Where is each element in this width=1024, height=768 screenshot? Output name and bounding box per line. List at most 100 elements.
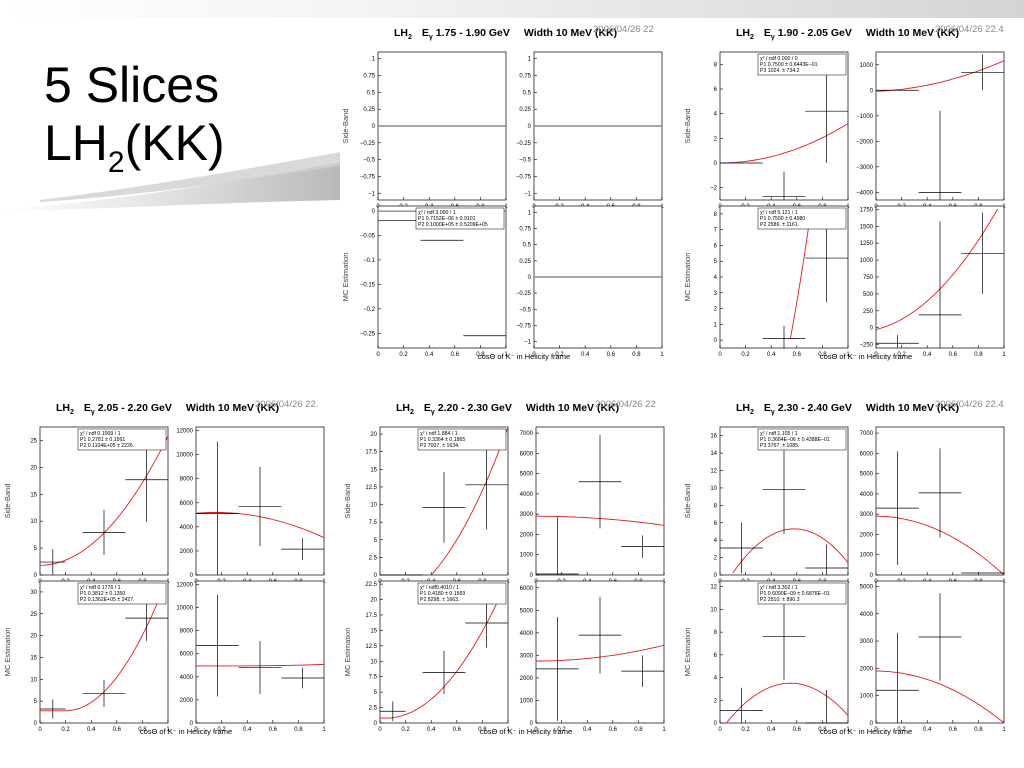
panel-svg: LH2 Eγ 2.05 - 2.20 GeV Width 10 MeV (KK)20…: [3, 399, 326, 736]
x-tick-label: 1: [846, 727, 850, 733]
stats-line: P2 2586. ± 1161.: [760, 222, 799, 228]
y-tick-label: 22.5: [365, 582, 377, 588]
panel-header: LH2 Eγ 2.30 - 2.40 GeV Width 10 MeV (KK): [736, 402, 959, 416]
x-tick-label: 0.6: [451, 352, 460, 358]
y-tick-label: −0.25: [516, 141, 532, 147]
slide-title: 5 Slices LH2(KK): [44, 56, 225, 192]
y-tick-label: 0.25: [519, 259, 531, 265]
data-point: [918, 593, 962, 681]
fit-stats-box: χ² / ndf 0.000 / 0P1 0.7500 ± 0.6443E−01…: [757, 53, 847, 76]
x-tick-label: 0.6: [113, 727, 122, 733]
y-tick-label: −0.15: [360, 282, 376, 288]
y-tick-label: 10: [370, 503, 377, 509]
y-tick-label: 10: [710, 607, 717, 613]
x-tick-label: 0.4: [583, 727, 592, 733]
panel-svg: LH2 Eγ 1.90 - 2.05 GeV Width 10 MeV (KK)20…: [683, 24, 1006, 361]
y-tick-label: 8: [714, 62, 718, 68]
y-tick-label: 6000: [180, 501, 194, 507]
header-width: Width 10 MeV (KK): [186, 402, 279, 414]
subplot-bottom-left: 0 2.5 5 7.5 10 12.5 15 17.5 20 22.5 0 0.2 0.4 0.6 0.8 1…: [343, 580, 510, 733]
panel-header: LH2 Eγ 2.20 - 2.30 GeV Width 10 MeV (KK): [396, 402, 619, 416]
data-point: [536, 617, 579, 721]
y-tick-label: 6000: [520, 586, 534, 592]
y-tick-label: 4000: [180, 525, 194, 531]
x-tick-label: 1: [506, 727, 510, 733]
stats-frame: [77, 582, 167, 605]
header-width: Width 10 MeV (KK): [524, 27, 617, 39]
y-tick-label: 0: [190, 721, 194, 727]
x-tick-label: 0.6: [949, 727, 958, 733]
header-egamma-subscript: γ: [429, 34, 433, 41]
stats-line: P2 0.1362E+05 ± 2427.: [80, 597, 135, 603]
stats-frame: [757, 53, 847, 76]
x-tick-label: 0.2: [897, 727, 906, 733]
y-tick-label: 750: [863, 275, 874, 281]
x-tick-label: 0.8: [634, 727, 643, 733]
stats-line: P2 2510. ± 890.3: [760, 597, 800, 603]
y-tick-label: 5000: [860, 472, 874, 478]
x-tick-label: 0.4: [427, 727, 436, 733]
data-point: [805, 544, 848, 575]
panel-svg: LH2 Eγ 1.75 - 1.90 GeV Width 10 MeV (KK)20…: [341, 24, 664, 361]
data-point: [82, 679, 126, 707]
y-tick-label: 4000: [860, 612, 874, 618]
x-tick-label: 0.8: [138, 727, 147, 733]
y-axis-label: Side-Band: [341, 108, 350, 143]
subplot-top-right: 02000400060008000100001200000.20.40.60.8…: [176, 426, 326, 585]
y-tick-label: −0.2: [363, 307, 376, 313]
y-tick-label: −0.75: [516, 174, 532, 180]
x-tick-label: 0.8: [632, 352, 641, 358]
header-energy-range: 1.90 - 2.05 GeV: [775, 27, 852, 39]
header-energy-range: 2.30 - 2.40 GeV: [775, 402, 852, 414]
header-target: LH: [396, 402, 410, 414]
y-tick-label: 2000: [860, 532, 874, 538]
x-tick-label: 1: [660, 352, 664, 358]
y-tick-label: 10: [30, 677, 37, 683]
y-tick-label: −0.5: [519, 158, 532, 164]
data-point: [876, 335, 919, 348]
x-tick-label: 0.2: [741, 352, 750, 358]
y-tick-label: 2.5: [369, 706, 378, 712]
y-tick-label: 0.75: [519, 74, 531, 80]
stats-line: P3 3767. ± 1085.: [760, 443, 799, 449]
y-axis-label: MC Estimation: [683, 628, 692, 677]
data-point: [621, 535, 664, 558]
fit-curve: [732, 528, 849, 574]
y-tick-label: 7: [714, 228, 718, 234]
x-tick-label: 0.2: [401, 727, 410, 733]
data-point: [720, 522, 763, 574]
data-point: [805, 690, 848, 724]
data-point: [82, 509, 126, 556]
y-tick-label: 1000: [520, 553, 534, 559]
stats-line: χ² / ndf 0.1776 / 1: [80, 585, 121, 591]
y-tick-label: 0: [714, 721, 718, 727]
x-tick-label: 0.4: [87, 727, 96, 733]
x-tick-label: 0.2: [557, 727, 566, 733]
slide-title-line2: LH2(KK): [44, 114, 225, 192]
y-tick-label: 2000: [180, 698, 194, 704]
stats-line: P1 0.2781 ± 0.1561: [80, 437, 125, 443]
stats-line: P1 0.7500 ± 0.4980: [760, 216, 805, 222]
y-tick-label: 2: [714, 136, 718, 142]
data-point: [422, 650, 466, 694]
y-tick-label: 10000: [176, 453, 193, 459]
y-tick-label: 1000: [860, 553, 874, 559]
stats-frame: [757, 207, 847, 230]
y-tick-label: 0: [34, 721, 38, 727]
stats-line: P1 0.4180 ± 0.1569: [420, 591, 465, 597]
y-tick-label: −250: [859, 343, 873, 349]
x-tick-label: 0.2: [555, 352, 564, 358]
y-tick-label: 5000: [520, 608, 534, 614]
y-tick-label: 5000: [520, 472, 534, 478]
data-point: [465, 440, 508, 530]
header-egamma: E: [422, 27, 429, 39]
x-axis-label: cosΘ of K⁻ in Helicity frame: [820, 727, 912, 736]
subplot-top-right: −4000−3000−2000−10000100000.20.40.60.81: [856, 51, 1006, 210]
y-tick-label: 2000: [520, 532, 534, 538]
data-point: [805, 59, 848, 163]
y-tick-label: 5: [374, 690, 378, 696]
y-axis-label: MC Estimation: [341, 253, 350, 302]
data-point: [918, 110, 962, 200]
